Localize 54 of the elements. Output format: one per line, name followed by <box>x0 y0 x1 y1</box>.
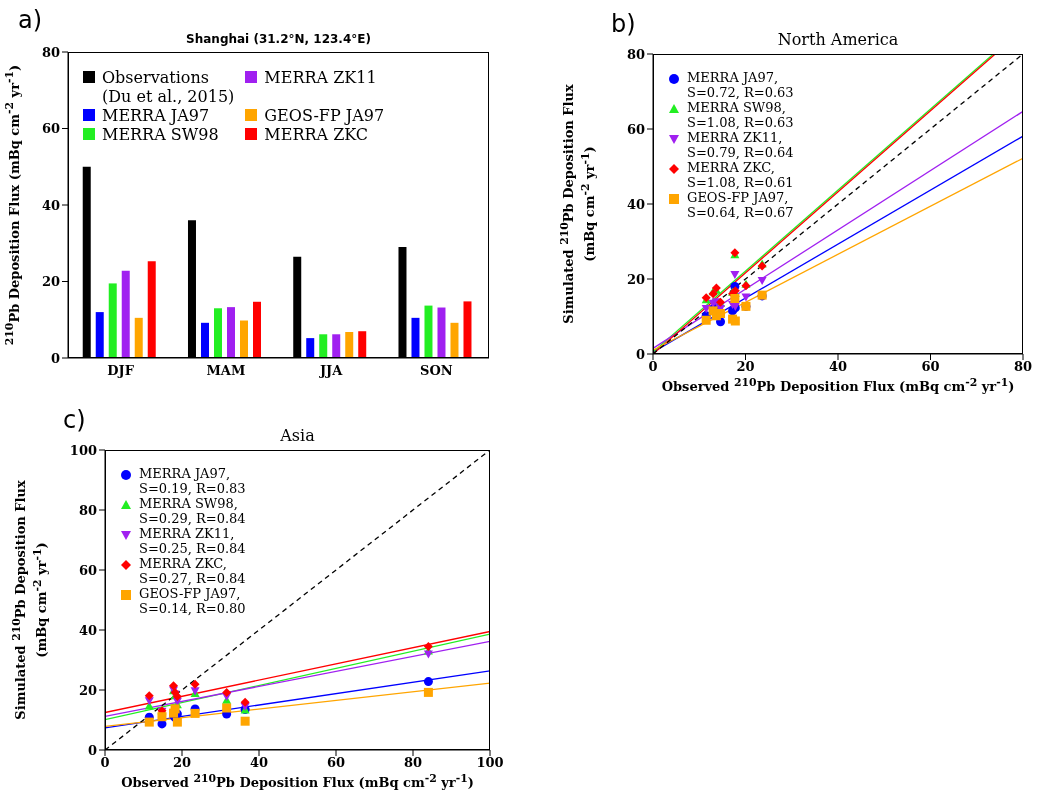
x-axis-title: Observed $^{210}$Pb Deposition Flux (mBq cm$^{-2}$ yr$^{-1}$) <box>661 376 1015 395</box>
x-tick-label: 60 <box>326 755 346 771</box>
y-tick-label: 0 <box>87 742 97 758</box>
x-tick-label: 20 <box>172 755 192 771</box>
x-tick-label: 20 <box>736 359 755 375</box>
y-tick-label: 0 <box>635 346 645 362</box>
legend-label: MERRA ZK11 <box>264 68 377 87</box>
y-tick-label: 100 <box>69 442 97 458</box>
x-axis-title: Observed $^{210}$Pb Deposition Flux (mBq cm$^{-2}$ yr$^{-1}$) <box>121 772 474 791</box>
x-tick-label: 40 <box>249 755 269 771</box>
legend-label: Observations (Du et al., 2015) <box>102 68 235 106</box>
y-tick-label: 60 <box>626 121 645 137</box>
chart-title: Asia <box>279 426 316 445</box>
y-tick-label: 60 <box>78 562 97 578</box>
x-tick-label: 80 <box>1013 359 1033 375</box>
x-tick-label: JJA <box>318 363 344 379</box>
legend-label: GEOS-FP JA97 <box>264 106 385 125</box>
chart-title: North America <box>776 30 900 49</box>
legend-label: MERRA SW98, S=0.29, R=0.84 <box>139 496 246 526</box>
x-tick-label: 80 <box>403 755 423 771</box>
legend-label: MERRA JA97 <box>102 106 210 125</box>
y-tick-label: 20 <box>626 271 645 287</box>
y-tick-label: 60 <box>41 121 60 137</box>
y-tick-label: 40 <box>626 196 645 212</box>
legend-label: GEOS-FP JA97, S=0.64, R=0.67 <box>687 190 794 220</box>
chart-title: Shanghai (31.2°N, 123.4°E) <box>185 32 372 46</box>
x-tick-label: 60 <box>921 359 940 375</box>
y-tick-label: 80 <box>626 46 645 62</box>
text: c) <box>63 406 86 434</box>
y-tick-label: 20 <box>78 682 97 698</box>
legend-label: MERRA ZK11, S=0.25, R=0.84 <box>139 526 246 556</box>
legend-label: MERRA JA97, S=0.19, R=0.83 <box>139 466 246 496</box>
x-tick-label: SON <box>420 363 453 379</box>
legend-label: MERRA SW98, S=1.08, R=0.63 <box>687 100 794 130</box>
legend-label: MERRA ZKC <box>264 125 369 144</box>
x-tick-label: 0 <box>648 359 658 375</box>
legend-label: MERRA ZKC, S=1.08, R=0.61 <box>687 160 794 190</box>
y-tick-label: 40 <box>78 622 97 638</box>
legend-label: MERRA SW98 <box>102 125 219 144</box>
legend-label: GEOS-FP JA97, S=0.14, R=0.80 <box>139 586 246 616</box>
text: a) <box>18 6 43 34</box>
x-tick-label: MAM <box>206 363 246 379</box>
x-tick-label: 0 <box>100 755 110 771</box>
x-tick-label: 100 <box>476 755 504 771</box>
x-tick-label: 40 <box>828 359 848 375</box>
legend-label: MERRA ZK11, S=0.79, R=0.64 <box>687 130 794 160</box>
x-tick-label: DJF <box>107 363 135 379</box>
legend-label: MERRA JA97, S=0.72, R=0.63 <box>687 70 794 100</box>
y-tick-label: 40 <box>41 197 60 213</box>
text: b) <box>611 10 636 38</box>
legend-label: MERRA ZKC, S=0.27, R=0.84 <box>139 556 246 586</box>
y-tick-label: 20 <box>41 274 60 290</box>
y-tick-label: 80 <box>78 502 97 518</box>
y-tick-label: 80 <box>41 44 60 60</box>
